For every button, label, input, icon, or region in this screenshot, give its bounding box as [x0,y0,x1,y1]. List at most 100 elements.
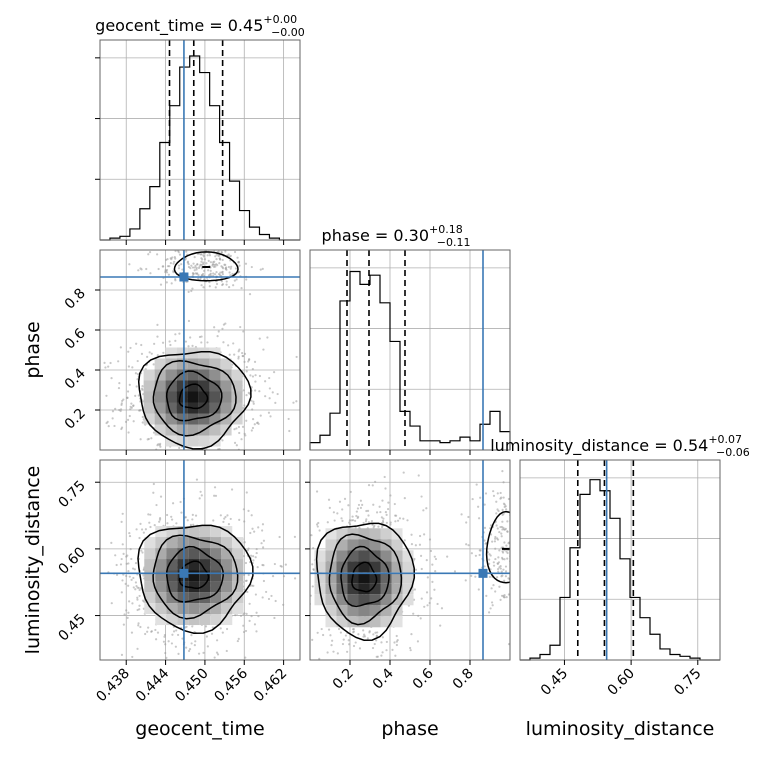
scatter-geocent-time-vs-luminosity-distance-point [121,579,124,582]
scatter-phase-vs-luminosity-distance-density-cell [380,583,392,595]
scatter-phase-vs-luminosity-distance-contour-2 [328,533,403,626]
scatter-geocent-time-vs-phase-yticklabel-0: 0.2 [62,406,89,433]
scatter-geocent-time-vs-luminosity-distance-point [229,517,232,521]
scatter-phase-vs-luminosity-distance-density-cell [358,605,370,617]
scatter-geocent-time-vs-luminosity-distance-point [127,562,130,565]
scatter-geocent-time-vs-luminosity-distance-point [167,640,170,643]
scatter-geocent-time-vs-phase-point [170,258,173,261]
scatter-phase-vs-luminosity-distance-density-cell [347,616,359,628]
scatter-geocent-time-vs-phase-point [207,259,210,262]
hist-geocent-time-panel-bg [100,40,300,240]
scatter-geocent-time-vs-phase-density-cell [165,391,177,403]
scatter-geocent-time-vs-phase-point [269,415,272,418]
scatter-geocent-time-vs-phase-point [154,455,156,457]
scatter-geocent-time-vs-phase-density-cell [198,402,210,414]
scatter-geocent-time-vs-phase-point [166,258,169,261]
scatter-geocent-time-vs-phase-point [122,398,125,401]
scatter-phase-vs-luminosity-distance-density-cell [325,539,337,551]
scatter-phase-vs-luminosity-distance-point [506,520,509,523]
scatter-geocent-time-vs-phase-secondary-contour [173,251,239,282]
xlabel-phase: phase [381,718,438,740]
scatter-geocent-time-vs-luminosity-distance-point [219,514,222,517]
scatter-geocent-time-vs-luminosity-distance-point [135,584,138,588]
scatter-phase-vs-luminosity-distance-point [377,525,380,528]
scatter-geocent-time-vs-luminosity-distance-point [222,520,225,523]
scatter-geocent-time-vs-phase-point [162,265,165,268]
scatter-phase-vs-luminosity-distance-point [370,519,374,523]
scatter-phase-vs-luminosity-distance-point [503,541,506,544]
scatter-phase-vs-luminosity-distance-point [507,593,510,596]
scatter-phase-vs-luminosity-distance-point [434,570,437,573]
scatter-geocent-time-vs-luminosity-distance-plot-area [107,478,297,665]
scatter-geocent-time-vs-luminosity-distance-point [238,663,240,665]
scatter-geocent-time-vs-phase-point [252,400,255,403]
scatter-phase-vs-luminosity-distance-point [488,553,491,556]
scatter-phase-vs-luminosity-distance-point [505,544,508,547]
scatter-phase-vs-luminosity-distance-density-cell [347,605,359,617]
scatter-geocent-time-vs-luminosity-distance-point [122,552,125,555]
scatter-geocent-time-vs-phase-point [200,341,203,344]
scatter-phase-vs-luminosity-distance-point [307,610,309,612]
title-phase-base: phase = 0.30 [322,226,429,245]
scatter-phase-vs-luminosity-distance-point [375,635,378,638]
scatter-phase-vs-luminosity-distance-density-cell [358,550,370,562]
scatter-phase-vs-luminosity-distance-point [513,543,515,545]
scatter-phase-vs-luminosity-distance-point [503,528,506,531]
scatter-geocent-time-vs-phase-point [119,346,122,349]
scatter-geocent-time-vs-luminosity-distance-density-cell [155,570,167,582]
scatter-geocent-time-vs-phase-density-cell [154,369,166,381]
scatter-geocent-time-vs-phase-point [233,441,237,444]
scatter-geocent-time-vs-luminosity-distance-yticklabel-2: 0.75 [55,478,88,511]
scatter-phase-vs-luminosity-distance-point [511,620,513,622]
scatter-phase-vs-luminosity-distance-point [356,678,358,680]
scatter-phase-vs-luminosity-distance-point [512,507,514,509]
scatter-phase-vs-luminosity-distance-point [344,634,347,637]
scatter-geocent-time-vs-phase-point [228,271,231,274]
scatter-phase-vs-luminosity-distance-point [374,631,377,634]
scatter-geocent-time-vs-phase-point [189,267,192,270]
scatter-phase-vs-luminosity-distance-point [479,496,482,499]
scatter-geocent-time-vs-luminosity-distance-point [125,574,128,578]
scatter-geocent-time-vs-phase-point [250,265,253,269]
scatter-geocent-time-vs-luminosity-distance-point [128,600,131,603]
scatter-geocent-time-vs-luminosity-distance-point [121,543,124,546]
scatter-geocent-time-vs-phase-density-cell [231,369,243,381]
scatter-geocent-time-vs-phase-point [194,264,197,267]
scatter-geocent-time-vs-luminosity-distance-point [110,541,113,544]
scatter-geocent-time-vs-phase-point [211,264,214,267]
scatter-geocent-time-vs-luminosity-distance-point [139,587,142,590]
labels-layer: geocent_time = 0.45+0.00 −0.00 phase = 0.… [22,13,750,740]
scatter-phase-vs-luminosity-distance-point [503,579,506,582]
scatter-phase-vs-luminosity-distance-point [428,538,432,541]
scatter-geocent-time-vs-phase-point [161,341,165,344]
scatter-geocent-time-vs-phase-point [220,265,223,268]
scatter-geocent-time-vs-luminosity-distance-density-cell [221,570,233,582]
scatter-geocent-time-vs-phase-point [215,253,218,256]
scatter-geocent-time-vs-phase-density-cell [231,380,243,392]
scatter-phase-vs-luminosity-distance-density-cell [391,594,403,606]
scatter-geocent-time-vs-luminosity-distance-point [251,527,254,530]
scatter-phase-vs-luminosity-distance-point [500,594,504,597]
scatter-phase-vs-luminosity-distance-point [326,521,329,524]
scatter-geocent-time-vs-phase-density-cell [231,402,243,414]
scatter-phase-vs-luminosity-distance-point [312,547,315,550]
scatter-geocent-time-vs-luminosity-distance-point [138,608,141,611]
scatter-geocent-time-vs-phase-point [215,271,218,274]
scatter-phase-vs-luminosity-distance-point [349,490,352,494]
scatter-geocent-time-vs-luminosity-distance-density-cell [232,548,244,560]
scatter-geocent-time-vs-phase-point [216,335,219,338]
scatter-phase-vs-luminosity-distance-point [512,567,514,569]
scatter-phase-vs-luminosity-distance-point [494,590,497,593]
scatter-phase-vs-luminosity-distance-point [496,576,499,579]
scatter-phase-vs-luminosity-distance-point [317,521,320,525]
scatter-phase-vs-luminosity-distance-point [318,657,321,660]
scatter-phase-vs-luminosity-distance-point [510,465,512,467]
scatter-phase-vs-luminosity-distance-density-cell [380,616,392,628]
scatter-geocent-time-vs-phase-point [228,286,231,289]
scatter-geocent-time-vs-phase-point [156,323,159,326]
scatter-geocent-time-vs-luminosity-distance-point [195,478,199,481]
scatter-phase-vs-luminosity-distance-point [501,470,504,473]
scatter-geocent-time-vs-luminosity-distance-density-cell [166,548,178,560]
scatter-geocent-time-vs-luminosity-distance-density-cell [188,526,200,538]
scatter-phase-vs-luminosity-distance-point [354,519,357,522]
